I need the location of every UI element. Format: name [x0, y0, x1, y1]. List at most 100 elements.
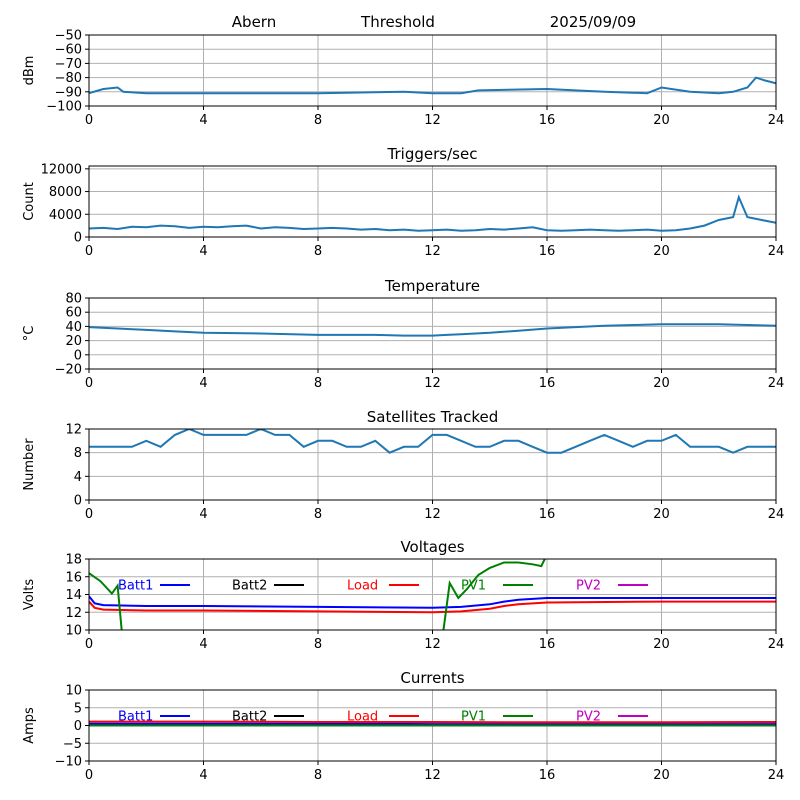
currents-ytick-label-2: 0 — [74, 719, 82, 734]
temperature-ytick-label-4: 60 — [65, 306, 82, 321]
temperature-ytick-label-1: 0 — [74, 348, 82, 363]
triggers-title: Triggers/sec — [387, 145, 478, 163]
satellites-ytick-label-3: 12 — [65, 423, 82, 438]
voltages-ytick-label-4: 18 — [65, 553, 82, 568]
voltages-legend-label-pv1: PV1 — [461, 579, 486, 594]
voltages-xtick-label-0: 0 — [85, 637, 93, 652]
satellites-xtick-label-3: 12 — [424, 507, 441, 522]
satellites-ylabel: Number — [22, 438, 37, 491]
voltages-title: Voltages — [400, 538, 464, 556]
temperature-ytick-label-3: 40 — [65, 320, 82, 335]
voltages-legend-label-load: Load — [347, 579, 378, 594]
triggers-xtick-label-5: 20 — [653, 244, 670, 259]
voltages-legend-label-batt1: Batt1 — [118, 579, 153, 594]
header-date: 2025/09/09 — [550, 13, 636, 31]
temperature-title: Temperature — [384, 277, 480, 295]
triggers-ytick-label-0: 0 — [74, 231, 82, 246]
satellites-title: Satellites Tracked — [367, 408, 498, 426]
currents-ytick-label-4: 10 — [65, 684, 82, 699]
voltages-xtick-label-2: 8 — [314, 637, 322, 652]
voltages-ylabel: Volts — [22, 579, 37, 611]
currents-legend-label-load: Load — [347, 710, 378, 725]
satellites-series-line — [89, 429, 776, 454]
currents-load-line — [89, 720, 776, 724]
temperature-xtick-label-5: 20 — [653, 376, 670, 391]
currents-legend-label-batt1: Batt1 — [118, 710, 153, 725]
currents-ylabel: Amps — [22, 707, 37, 744]
signal-xtick-label-6: 24 — [768, 113, 785, 128]
signal-xtick-label-3: 12 — [424, 113, 441, 128]
header-site: Abern — [232, 13, 276, 31]
voltages-xtick-label-6: 24 — [768, 637, 785, 652]
triggers-xtick-label-6: 24 — [768, 244, 785, 259]
voltages-xtick-label-3: 12 — [424, 637, 441, 652]
currents-xtick-label-0: 0 — [85, 768, 93, 783]
voltages-ytick-label-2: 14 — [65, 588, 82, 603]
satellites-xtick-label-0: 0 — [85, 507, 93, 522]
temperature-xtick-label-1: 4 — [199, 376, 207, 391]
signal-ytick-label-5: −50 — [55, 29, 82, 44]
currents-xtick-label-5: 20 — [653, 768, 670, 783]
signal-ytick-label-1: −90 — [55, 85, 82, 100]
currents-xtick-label-6: 24 — [768, 768, 785, 783]
temperature-ytick-label-0: −20 — [55, 363, 82, 378]
currents-xtick-label-2: 8 — [314, 768, 322, 783]
voltages-ytick-label-0: 10 — [65, 624, 82, 639]
voltages-xtick-label-4: 16 — [539, 637, 556, 652]
voltages-legend-label-batt2: Batt2 — [232, 579, 267, 594]
temperature-xtick-label-2: 8 — [314, 376, 322, 391]
temperature-ytick-label-5: 80 — [65, 292, 82, 307]
temperature-xtick-label-4: 16 — [539, 376, 556, 391]
triggers-xtick-label-4: 16 — [539, 244, 556, 259]
signal-ytick-label-2: −80 — [55, 71, 82, 86]
voltages-xtick-label-5: 20 — [653, 637, 670, 652]
voltages-ytick-label-1: 12 — [65, 606, 82, 621]
voltages-xtick-label-1: 4 — [199, 637, 207, 652]
signal-xtick-label-1: 4 — [199, 113, 207, 128]
currents-xtick-label-1: 4 — [199, 768, 207, 783]
satellites-xtick-label-4: 16 — [539, 507, 556, 522]
currents-legend-label-pv1: PV1 — [461, 710, 486, 725]
triggers-ylabel: Count — [22, 182, 37, 221]
satellites-ytick-label-0: 0 — [74, 494, 82, 509]
signal-xtick-label-2: 8 — [314, 113, 322, 128]
signal-xtick-label-4: 16 — [539, 113, 556, 128]
satellites-ytick-label-1: 4 — [74, 470, 82, 485]
temperature-series-line — [89, 323, 776, 337]
temperature-ytick-label-2: 20 — [65, 334, 82, 349]
triggers-xtick-label-0: 0 — [85, 244, 93, 259]
temperature-xtick-label-0: 0 — [85, 376, 93, 391]
temperature-ylabel: °C — [22, 326, 37, 342]
triggers-ytick-label-2: 8000 — [49, 185, 82, 200]
currents-ytick-label-1: −5 — [63, 737, 82, 752]
signal-ytick-label-4: −60 — [55, 43, 82, 58]
signal-xtick-label-5: 20 — [653, 113, 670, 128]
signal-series-line — [89, 76, 776, 95]
voltages-ytick-label-3: 16 — [65, 570, 82, 585]
signal-xtick-label-0: 0 — [85, 113, 93, 128]
triggers-ytick-label-3: 12000 — [41, 162, 82, 177]
currents-title: Currents — [400, 669, 464, 687]
voltages-pv1-line — [89, 559, 546, 630]
triggers-xtick-label-1: 4 — [199, 244, 207, 259]
triggers-series-line — [89, 194, 776, 232]
satellites-xtick-label-5: 20 — [653, 507, 670, 522]
signal-ytick-label-0: −100 — [46, 100, 82, 115]
triggers-ytick-label-1: 4000 — [49, 208, 82, 223]
currents-legend-label-pv2: PV2 — [576, 710, 601, 725]
currents-ytick-label-0: −10 — [55, 755, 82, 770]
signal-ylabel: dBm — [22, 56, 37, 86]
currents-ytick-label-3: 5 — [74, 701, 82, 716]
triggers-xtick-label-3: 12 — [424, 244, 441, 259]
signal-ytick-label-3: −70 — [55, 57, 82, 72]
satellites-xtick-label-1: 4 — [199, 507, 207, 522]
temperature-xtick-label-6: 24 — [768, 376, 785, 391]
voltages-legend-label-pv2: PV2 — [576, 579, 601, 594]
currents-xtick-label-4: 16 — [539, 768, 556, 783]
satellites-ytick-label-2: 8 — [74, 446, 82, 461]
triggers-xtick-label-2: 8 — [314, 244, 322, 259]
currents-legend-label-batt2: Batt2 — [232, 710, 267, 725]
satellites-xtick-label-6: 24 — [768, 507, 785, 522]
